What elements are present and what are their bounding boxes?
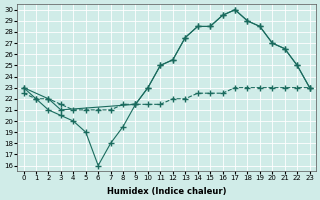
X-axis label: Humidex (Indice chaleur): Humidex (Indice chaleur): [107, 187, 226, 196]
